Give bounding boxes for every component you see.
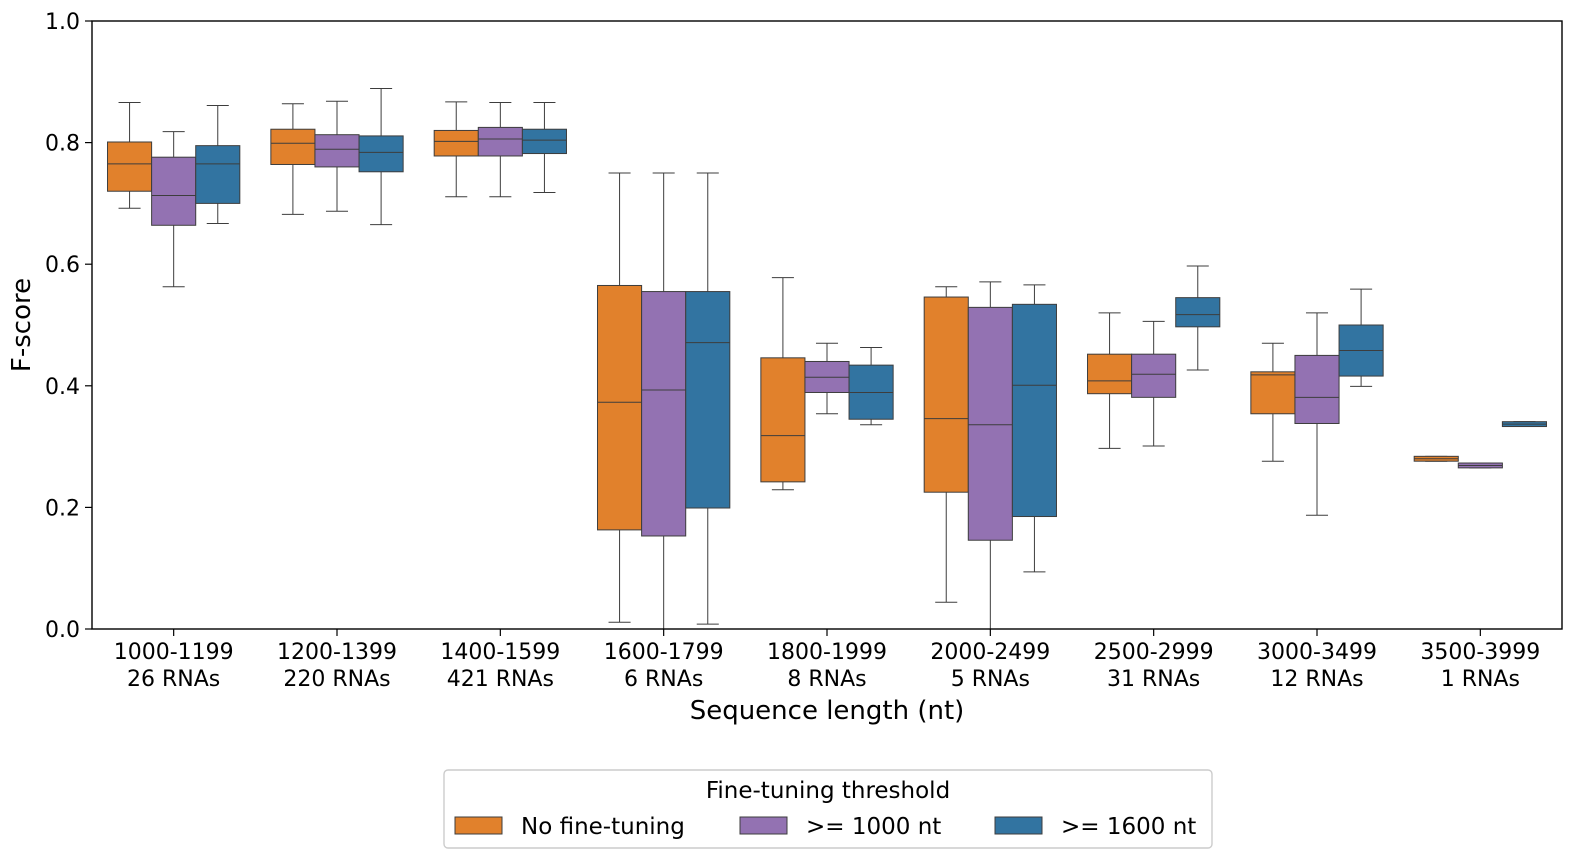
y-tick-label: 0.6 <box>45 253 80 278</box>
x-axis-title: Sequence length (nt) <box>690 696 965 726</box>
box-iqr <box>1294 354 1340 424</box>
x-tick-label: 1200-1399 <box>277 640 397 665</box>
box-4-1 <box>597 172 643 623</box>
box-iqr <box>477 126 523 157</box>
x-tick-label: 1000-1199 <box>114 640 234 665</box>
x-tick-sublabel: 5 RNAs <box>951 667 1030 692</box>
box-1-3 <box>195 105 241 224</box>
box-7-2 <box>1131 320 1177 447</box>
box-iqr <box>1087 353 1133 395</box>
box-3-3 <box>521 101 567 193</box>
box-iqr <box>641 291 687 537</box>
box-iqr <box>923 296 969 493</box>
box-4-2 <box>641 172 687 630</box>
box-5-1 <box>760 277 806 491</box>
legend-label: >= 1600 nt <box>1061 814 1196 840</box>
x-tick-label: 1400-1599 <box>440 640 560 665</box>
legend-swatch <box>994 816 1043 835</box>
x-tick-sublabel: 1 RNAs <box>1441 667 1520 692</box>
box-iqr <box>107 141 153 192</box>
box-iqr <box>358 135 404 173</box>
x-tick-sublabel: 12 RNAs <box>1270 667 1363 692</box>
box-iqr <box>1250 371 1296 415</box>
box-3-1 <box>433 101 479 198</box>
legend-items: No fine-tuning >= 1000 nt >= 1600 nt <box>454 814 1196 840</box>
box-iqr <box>1011 303 1057 518</box>
legend: Fine-tuning threshold No fine-tuning >= 1… <box>443 769 1213 849</box>
box-4-3 <box>685 172 731 625</box>
y-axis: 0.0 0.2 0.4 0.6 0.8 1.0 <box>45 10 92 643</box>
box-iqr <box>967 306 1013 541</box>
box-iqr <box>270 128 316 165</box>
x-tick-sublabel: 220 RNAs <box>283 667 390 692</box>
box-2-2 <box>314 100 360 212</box>
box-iqr <box>760 357 806 483</box>
box-iqr <box>1131 353 1177 398</box>
box-iqr <box>433 129 479 157</box>
y-tick-label: 1.0 <box>45 10 80 35</box>
legend-label: >= 1000 nt <box>806 814 941 840</box>
x-tick-sublabel: 31 RNAs <box>1107 667 1200 692</box>
box-8-3 <box>1338 288 1384 387</box>
box-6-2 <box>967 281 1013 630</box>
x-tick-sublabel: 421 RNAs <box>447 667 554 692</box>
x-tick-label: 3500-3999 <box>1420 640 1540 665</box>
box-iqr <box>195 145 241 204</box>
box-iqr <box>151 156 197 226</box>
legend-label: No fine-tuning <box>521 814 685 840</box>
box-iqr <box>521 128 567 155</box>
box-6-1 <box>923 286 969 603</box>
box-3-2 <box>477 101 523 198</box>
x-tick-label: 2500-2999 <box>1094 640 1214 665</box>
y-tick-label: 0.0 <box>45 618 80 643</box>
box-8-1 <box>1250 342 1296 462</box>
box-7-3 <box>1175 265 1221 371</box>
legend-swatch <box>454 816 503 835</box>
box-5-2 <box>804 342 850 415</box>
box-9-3 <box>1501 421 1547 428</box>
box-2-3 <box>358 87 404 226</box>
x-tick-sublabel: 6 RNAs <box>624 667 703 692</box>
y-tick-label: 0.4 <box>45 375 80 400</box>
box-1-1 <box>107 101 153 209</box>
legend-swatch <box>739 816 788 835</box>
x-tick-label: 3000-3499 <box>1257 640 1377 665</box>
x-tick-label: 1600-1799 <box>604 640 724 665</box>
x-tick-label: 1800-1999 <box>767 640 887 665</box>
box-iqr <box>597 284 643 531</box>
box-2-1 <box>270 103 316 215</box>
box-8-2 <box>1294 312 1340 516</box>
x-tick-sublabel: 8 RNAs <box>787 667 866 692</box>
x-tick-label: 2000-2499 <box>930 640 1050 665</box>
box-iqr <box>685 291 731 509</box>
box-5-3 <box>848 346 894 426</box>
y-tick-label: 0.8 <box>45 132 80 157</box>
box-7-1 <box>1087 312 1133 449</box>
box-6-3 <box>1011 284 1057 573</box>
x-tick-sublabel: 26 RNAs <box>127 667 220 692</box>
legend-title: Fine-tuning threshold <box>706 778 950 804</box>
chart-marks <box>107 87 1547 630</box>
box-iqr <box>314 134 360 168</box>
box-iqr <box>1175 297 1221 328</box>
box-9-2 <box>1457 462 1503 469</box>
y-axis-title: F-score <box>7 278 37 372</box>
box-9-1 <box>1413 455 1459 462</box>
box-1-2 <box>151 131 197 288</box>
y-tick-label: 0.2 <box>45 496 80 521</box>
